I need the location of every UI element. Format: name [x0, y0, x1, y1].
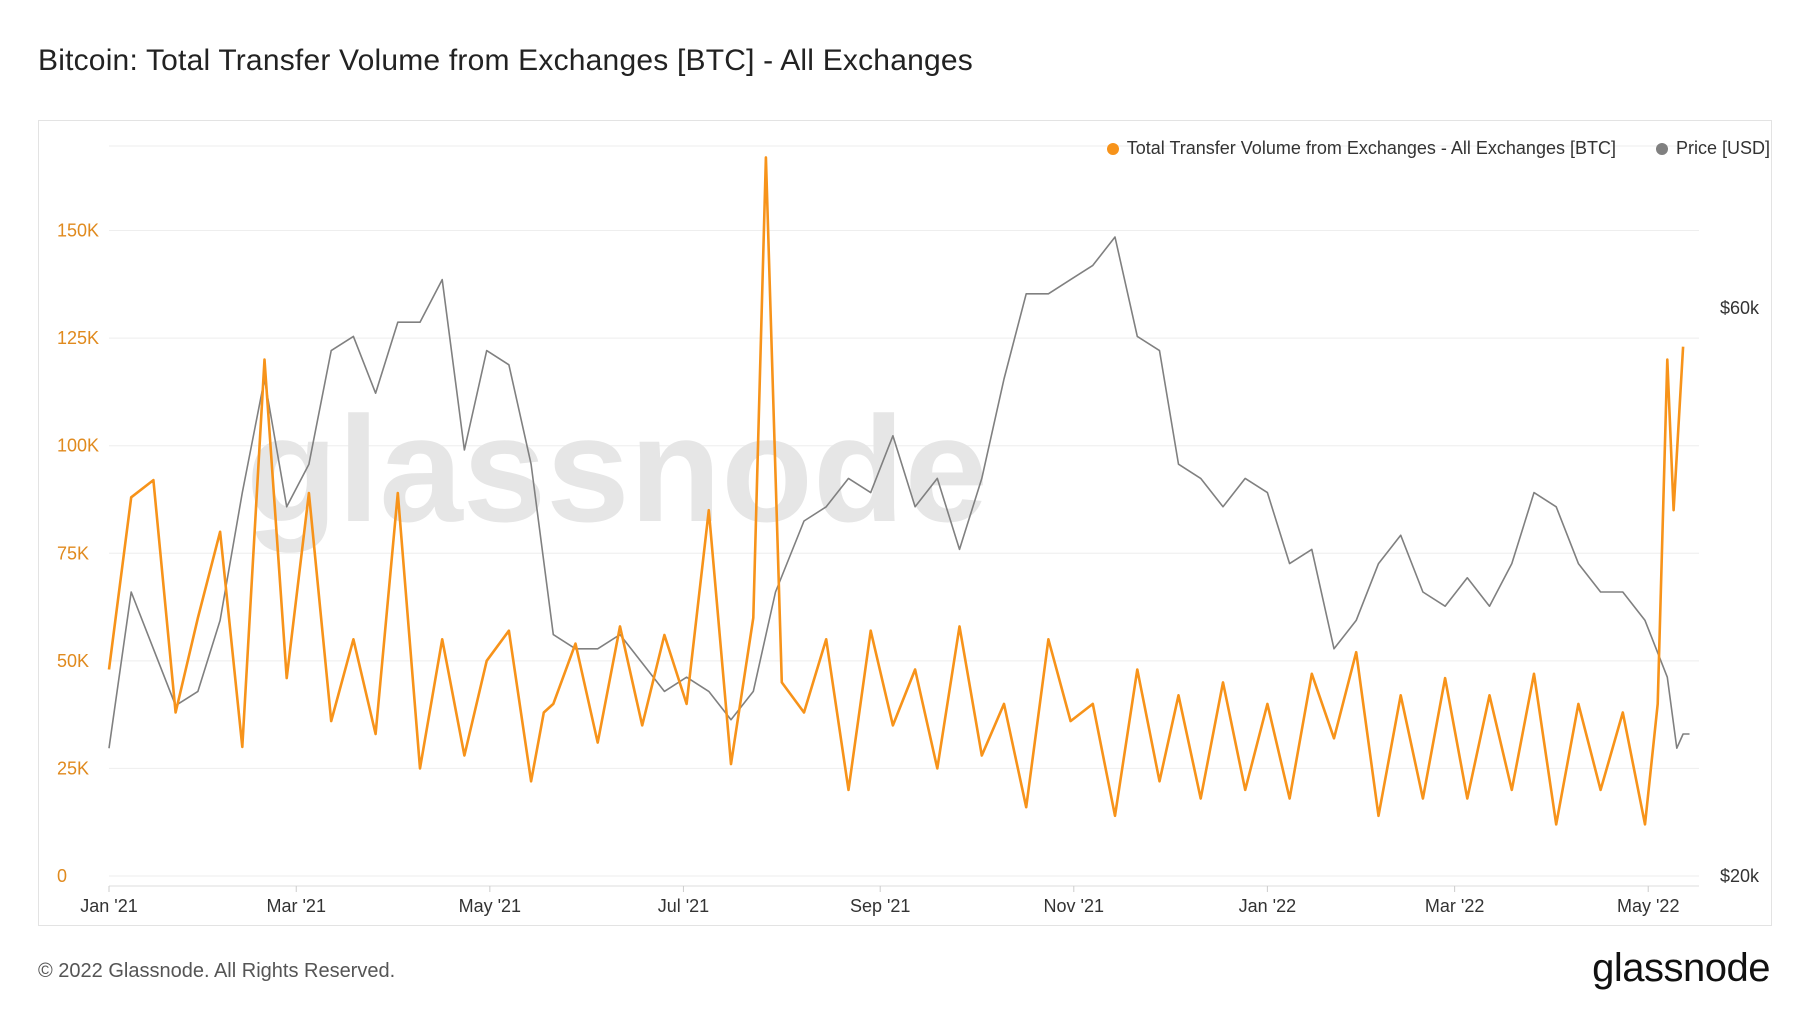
price-series-layer [108, 236, 1690, 750]
x-tick-label: Jan '22 [1239, 896, 1296, 916]
y-left-tick-label: 75K [57, 543, 89, 563]
y-left-tick-label: 125K [57, 328, 99, 348]
chart-svg: glassnode 0 25K 50K 75K 100K 125K 150K $20k $60k… [57, 145, 1760, 916]
x-tick-label: Jul '21 [658, 896, 709, 916]
y-left-tick-label: 150K [57, 221, 99, 241]
chart-frame: glassnode 0 25K 50K 75K 100K 125K 150K $20k $60k… [38, 120, 1772, 926]
x-tick-label: Nov '21 [1044, 896, 1104, 916]
x-tick-label: Mar '22 [1425, 896, 1484, 916]
y-left-tick-label: 100K [57, 436, 99, 456]
y-left-tick-label: 25K [57, 758, 89, 778]
x-tick-label: Sep '21 [850, 896, 911, 916]
legend: Total Transfer Volume from Exchanges - A… [1106, 138, 1770, 159]
volume-series-layer [107, 156, 1685, 826]
watermark: glassnode [246, 385, 988, 553]
x-tick-label: May '21 [459, 896, 521, 916]
legend-dot-price-icon [1655, 142, 1668, 155]
page-title: Bitcoin: Total Transfer Volume from Exch… [38, 44, 973, 77]
volume-series-line [107, 156, 1685, 826]
ticks-layer: 0 25K 50K 75K 100K 125K 150K $20k $60k Jan '21 Mar… [57, 221, 1760, 916]
x-tick-label: Mar '21 [267, 896, 326, 916]
grid-layer [108, 145, 1699, 892]
legend-dot-volume-icon [1106, 142, 1119, 155]
legend-item-price[interactable]: Price [USD] [1655, 138, 1770, 159]
footer-logo: glassnode [1592, 946, 1770, 990]
y-left-tick-label: 0 [57, 866, 67, 886]
y-right-tick-label: $20k [1720, 866, 1760, 886]
legend-label-price: Price [USD] [1675, 138, 1770, 158]
x-tick-label: May '22 [1617, 896, 1679, 916]
footer-copyright: © 2022 Glassnode. All Rights Reserved. [38, 960, 396, 982]
y-right-tick-label: $60k [1720, 298, 1760, 318]
x-tick-label: Jan '21 [80, 896, 137, 916]
y-left-tick-label: 50K [57, 651, 89, 671]
price-series-line [108, 236, 1690, 750]
legend-label-volume: Total Transfer Volume from Exchanges - A… [1126, 138, 1616, 158]
legend-item-volume[interactable]: Total Transfer Volume from Exchanges - A… [1106, 138, 1616, 159]
